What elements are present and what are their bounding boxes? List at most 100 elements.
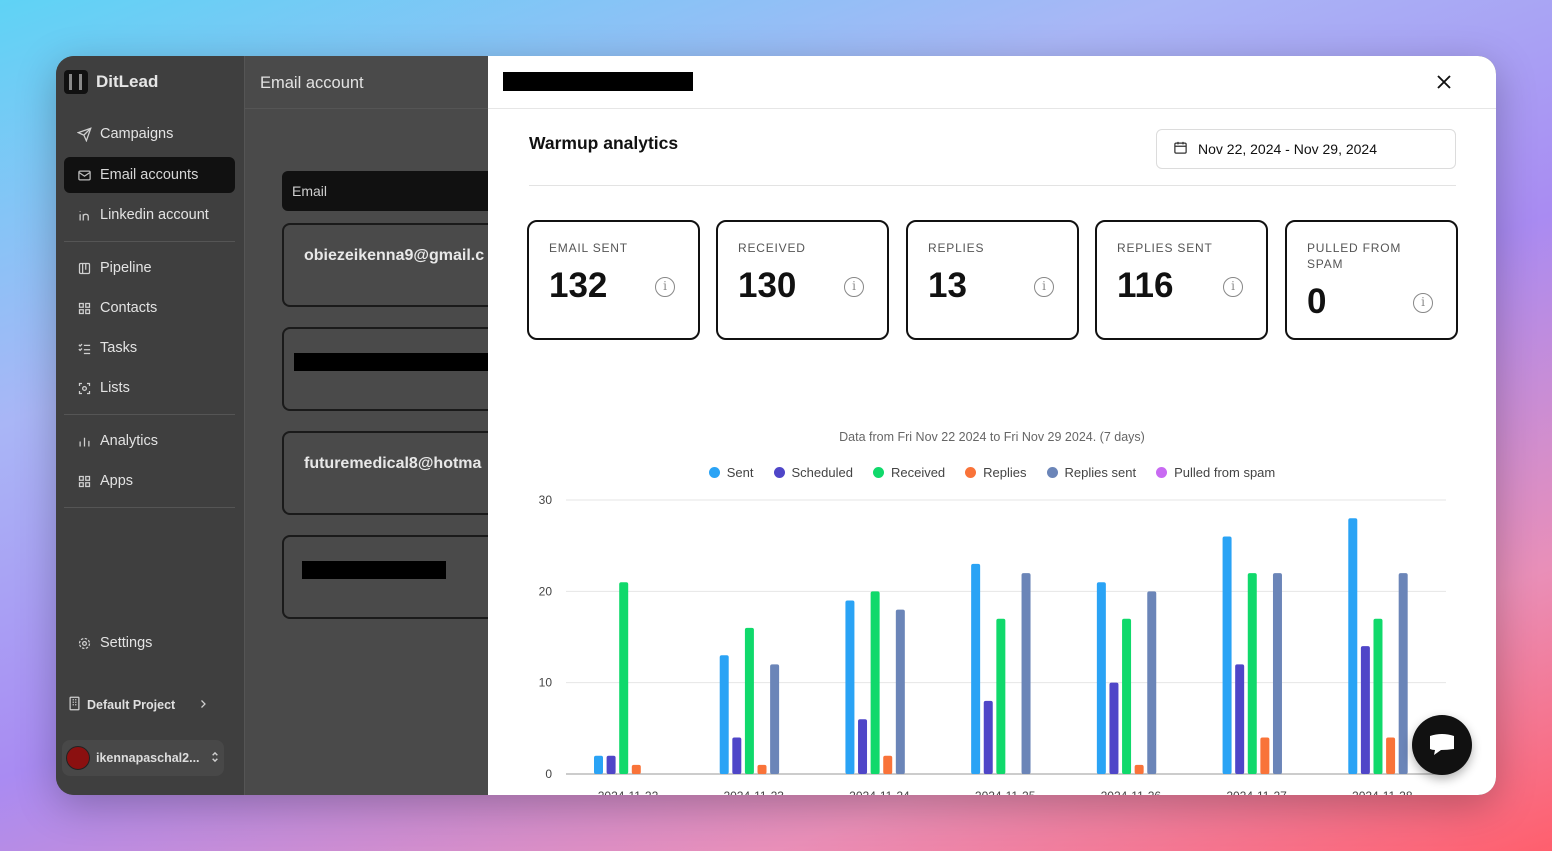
bar[interactable]	[845, 600, 855, 774]
project-switcher[interactable]: Default Project	[68, 696, 209, 714]
bar[interactable]	[858, 719, 868, 774]
date-range-picker[interactable]: Nov 22, 2024 - Nov 29, 2024	[1156, 129, 1456, 169]
bar[interactable]	[770, 664, 780, 774]
account-row[interactable]: futuremedical8@hotma	[282, 431, 532, 515]
bar[interactable]	[1147, 591, 1157, 774]
account-row[interactable]	[282, 535, 532, 619]
redacted-title	[503, 72, 693, 91]
modal-header	[488, 56, 1496, 109]
bar[interactable]	[1235, 664, 1245, 774]
bar[interactable]	[870, 591, 880, 774]
bar[interactable]	[1134, 764, 1144, 774]
bar[interactable]	[996, 618, 1006, 774]
legend-item[interactable]: Replies sent	[1046, 465, 1136, 480]
bar[interactable]	[1398, 573, 1408, 774]
sidebar-item-settings[interactable]: Settings	[64, 625, 235, 661]
chart-caption: Data from Fri Nov 22 2024 to Fri Nov 29 …	[839, 430, 1145, 444]
bar[interactable]	[1386, 737, 1396, 774]
account-row[interactable]: obiezeikenna9@gmail.c	[282, 223, 532, 307]
info-icon[interactable]: i	[1034, 277, 1054, 297]
close-button[interactable]	[1428, 70, 1460, 94]
bar[interactable]	[1272, 573, 1282, 774]
bar[interactable]	[1021, 573, 1031, 774]
legend-item[interactable]: Received	[872, 465, 945, 480]
account-email: obiezeikenna9@gmail.c	[304, 247, 485, 264]
bar[interactable]	[606, 755, 616, 774]
legend-dot	[1156, 467, 1168, 478]
legend-item[interactable]: Sent	[708, 465, 754, 480]
stat-card-received: RECEIVED 130 i	[716, 220, 889, 340]
sidebar-item-tasks[interactable]: Tasks	[64, 330, 235, 366]
bar[interactable]	[1122, 618, 1132, 774]
brand-name: DitLead	[96, 72, 159, 91]
legend-item[interactable]: Replies	[965, 465, 1027, 480]
list-check-icon	[76, 340, 92, 356]
bar[interactable]	[1222, 536, 1232, 774]
info-icon[interactable]: i	[1413, 293, 1433, 313]
header-divider	[244, 108, 504, 109]
legend-label: Scheduled	[791, 465, 853, 480]
legend-dot	[1046, 467, 1058, 478]
bar[interactable]	[594, 755, 603, 774]
legend-item[interactable]: Pulled from spam	[1156, 465, 1275, 480]
user-menu[interactable]: ikennapaschal2...	[62, 740, 224, 776]
bar[interactable]	[1360, 646, 1370, 774]
sidebar-item-pipeline[interactable]: Pipeline	[64, 250, 235, 286]
stat-label: REPLIES	[928, 241, 985, 255]
bar[interactable]	[732, 737, 742, 774]
stat-label: RECEIVED	[738, 241, 806, 255]
info-icon[interactable]: i	[655, 277, 675, 297]
chevron-up-down-icon	[210, 750, 220, 767]
sidebar-item-label: Campaigns	[100, 126, 174, 142]
sidebar-item-contacts[interactable]: Contacts	[64, 290, 235, 326]
legend-dot	[872, 467, 884, 478]
bar[interactable]	[1373, 618, 1383, 774]
x-tick-label: 2024-11-23	[723, 789, 784, 795]
sidebar-item-analytics[interactable]: Analytics	[64, 423, 235, 459]
send-icon	[76, 126, 92, 142]
bar[interactable]	[983, 700, 993, 774]
bar[interactable]	[631, 764, 641, 774]
chat-button[interactable]	[1412, 715, 1472, 775]
gear-icon	[76, 635, 92, 651]
sidebar-item-campaigns[interactable]: Campaigns	[64, 116, 235, 152]
bar[interactable]	[895, 609, 905, 774]
y-tick-label: 10	[539, 676, 553, 690]
sidebar-item-lists[interactable]: Lists	[64, 370, 235, 406]
bar[interactable]	[1096, 582, 1106, 774]
sidebar-divider	[64, 241, 235, 242]
redacted-block	[302, 561, 446, 579]
sidebar-item-apps[interactable]: Apps	[64, 463, 235, 499]
stat-label: EMAIL SENT	[549, 241, 628, 255]
brand[interactable]: DitLead	[64, 70, 158, 94]
sidebar-item-label: Email accounts	[100, 167, 199, 183]
section-title: Warmup analytics	[529, 133, 679, 153]
chart-legend: Sent Scheduled Received Replies Replies sent…	[488, 465, 1496, 480]
section-divider	[529, 185, 1456, 186]
bar[interactable]	[744, 627, 754, 774]
bar[interactable]	[619, 582, 629, 774]
sidebar: DitLead Campaigns Email accounts Linkedi…	[56, 56, 245, 795]
bar[interactable]	[719, 655, 729, 774]
bar[interactable]	[757, 764, 767, 774]
bar[interactable]	[1109, 682, 1119, 774]
x-tick-label: 2024-11-22	[598, 789, 659, 795]
sidebar-item-label: Linkedin account	[100, 207, 209, 223]
stat-label: REPLIES SENT	[1117, 241, 1213, 255]
account-row[interactable]	[282, 327, 532, 411]
sidebar-item-label: Contacts	[100, 300, 158, 316]
bar[interactable]	[1260, 737, 1270, 774]
sidebar-item-email-accounts[interactable]: Email accounts	[64, 157, 235, 193]
sidebar-item-linkedin-account[interactable]: Linkedin account	[64, 197, 235, 233]
info-icon[interactable]: i	[1223, 277, 1243, 297]
sidebar-item-label: Analytics	[100, 433, 159, 449]
legend-item[interactable]: Scheduled	[773, 465, 853, 480]
legend-dot	[965, 467, 977, 478]
info-icon[interactable]: i	[844, 277, 864, 297]
bar[interactable]	[971, 563, 981, 774]
date-range-text: Nov 22, 2024 - Nov 29, 2024	[1198, 141, 1378, 157]
x-tick-label: 2024-11-26	[1101, 789, 1162, 795]
bar[interactable]	[1247, 573, 1257, 774]
bar[interactable]	[1348, 518, 1358, 774]
bar[interactable]	[883, 755, 893, 774]
